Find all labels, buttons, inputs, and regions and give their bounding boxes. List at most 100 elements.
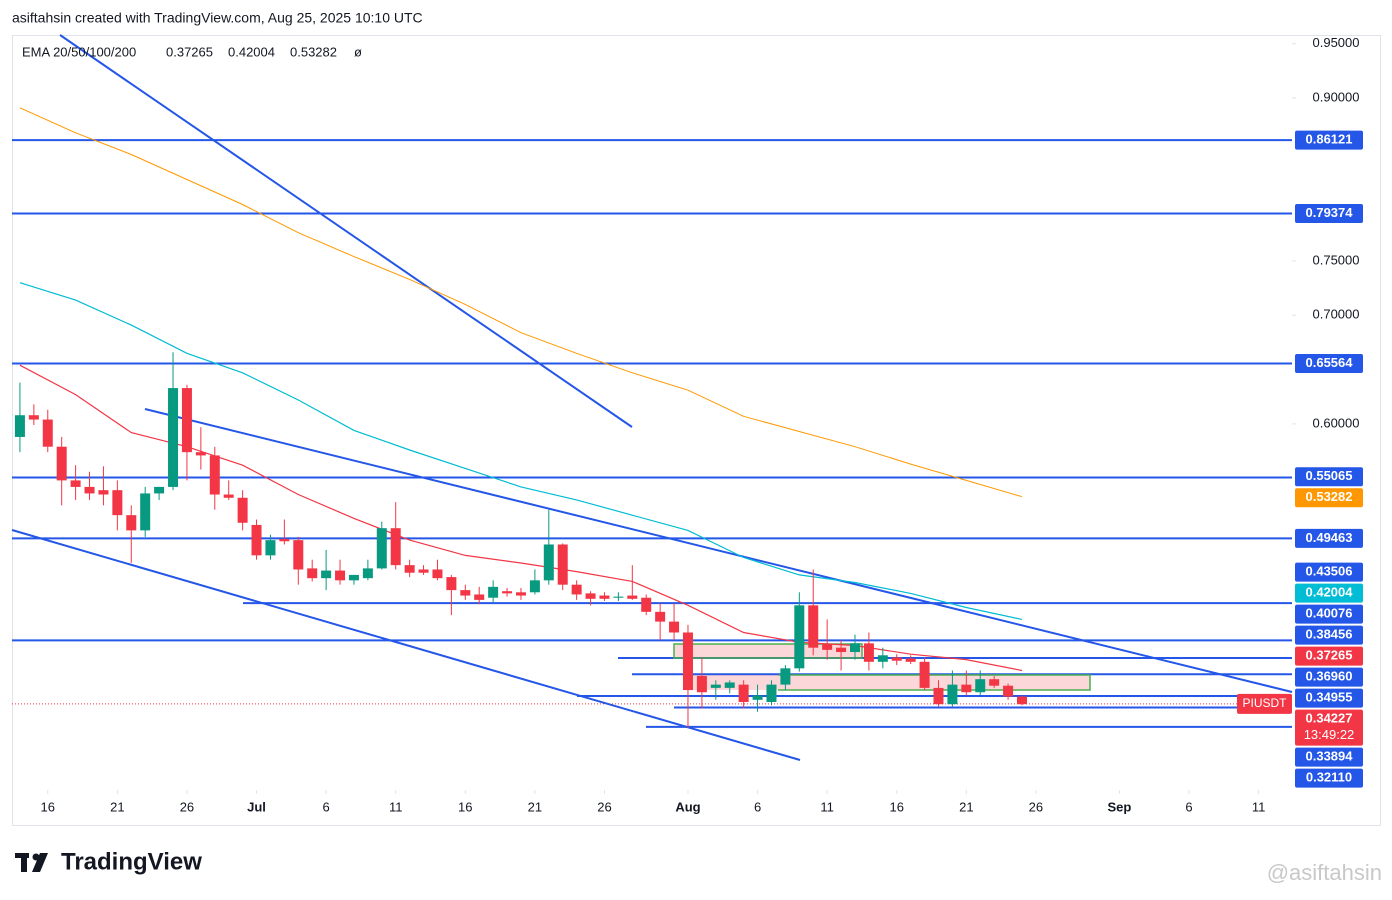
- x-tick-label: 21: [959, 799, 973, 814]
- candle-body: [585, 593, 596, 599]
- candle-body: [404, 565, 415, 573]
- trend-line: [59, 34, 633, 428]
- price-tag-label: 0.33894: [1306, 749, 1354, 764]
- y-tick-label: 0.95000: [1313, 35, 1360, 50]
- x-tick-label: 6: [323, 799, 330, 814]
- candle-body: [627, 595, 638, 599]
- x-tick-label: Sep: [1108, 799, 1132, 814]
- candle-body: [989, 679, 1000, 686]
- price-tag: [1295, 353, 1363, 373]
- price-tag: [1295, 688, 1363, 708]
- candle-body: [56, 446, 67, 481]
- candle-body: [961, 684, 972, 693]
- candle-body: [14, 415, 25, 437]
- candle-body: [947, 684, 958, 705]
- candle-body: [571, 584, 582, 595]
- indicator-label: EMA 20/50/100/200: [22, 44, 136, 59]
- candle-body: [905, 658, 916, 662]
- x-tick-label: 26: [1029, 799, 1043, 814]
- x-tick-label: 16: [890, 799, 904, 814]
- price-tag-label: 0.40076: [1306, 606, 1353, 621]
- candle-body: [168, 388, 179, 487]
- candle-body: [975, 679, 986, 693]
- price-tag: [1295, 667, 1363, 687]
- x-tick-label: 11: [389, 799, 403, 814]
- x-tick-label: Jul: [247, 799, 266, 814]
- candle-body: [502, 591, 513, 594]
- x-tick-label: 16: [41, 799, 55, 814]
- candle-body: [28, 415, 39, 420]
- candle-body: [335, 570, 346, 581]
- candle-body: [293, 540, 304, 570]
- y-tick-label: 0.70000: [1313, 307, 1360, 322]
- price-tag: [1295, 488, 1363, 508]
- candle-body: [933, 687, 944, 705]
- candle-body: [1016, 696, 1027, 705]
- candle-body: [237, 497, 248, 523]
- price-tag-label: 0.86121: [1306, 132, 1353, 147]
- pane-border: [12, 35, 1381, 826]
- price-tag-label: 0.65564: [1306, 355, 1354, 370]
- price-tag-label: 0.42004: [1306, 585, 1354, 600]
- candle-body: [195, 452, 206, 456]
- x-tick-label: 11: [1252, 799, 1266, 814]
- candle-body: [348, 574, 359, 581]
- y-tick-label: 0.90000: [1313, 89, 1360, 104]
- candle-body: [1003, 685, 1014, 697]
- candle-body: [98, 490, 109, 495]
- candle-body: [251, 524, 262, 556]
- candle-body: [877, 655, 888, 662]
- price-tag-label: 0.43506: [1306, 564, 1353, 579]
- candle-body: [891, 657, 902, 661]
- candle-body: [863, 643, 874, 662]
- candle-body: [42, 419, 53, 447]
- price-tag-label: 0.53282: [1306, 489, 1353, 504]
- candle-body: [209, 455, 220, 495]
- zone: [690, 675, 1090, 690]
- candle-body: [432, 569, 443, 579]
- candle-body: [822, 644, 833, 650]
- axes: 0.95000 0.90000 0.75000 0.70000 0.60000 16 21 2…: [41, 35, 1363, 814]
- candle-body: [307, 568, 318, 579]
- price-tag: [1295, 528, 1363, 548]
- logo-mark: [32, 853, 48, 872]
- candle-body: [474, 594, 485, 600]
- price-tag-label: 0.79374: [1306, 205, 1354, 220]
- candle-body: [515, 592, 526, 596]
- x-tick-label: 16: [458, 799, 472, 814]
- candle-body: [641, 597, 652, 612]
- candle-body: [488, 586, 499, 598]
- candle-body: [279, 539, 290, 542]
- candle-body: [181, 388, 192, 453]
- candle-body: [529, 580, 540, 593]
- candle-body: [390, 528, 401, 566]
- candle-body: [265, 540, 276, 556]
- candle-body: [543, 544, 554, 581]
- price-tag-label: 0.49463: [1306, 530, 1353, 545]
- price-tag: [1295, 604, 1363, 624]
- candle-body: [362, 568, 373, 579]
- ema-line: [19, 107, 1023, 498]
- x-tick-label: 21: [528, 799, 542, 814]
- candle-body: [710, 684, 721, 688]
- price-tag: [1295, 625, 1363, 645]
- candle-body: [557, 544, 568, 585]
- watermark: @asiftahsin: [1267, 860, 1382, 885]
- candle-body: [112, 490, 123, 516]
- indicator-empty: ø: [354, 44, 362, 59]
- symbol-tag: [1237, 693, 1292, 714]
- indicator-value: 0.53282: [290, 44, 337, 59]
- candle-body: [752, 695, 763, 700]
- price-tag: [1295, 709, 1363, 746]
- candle-body: [70, 480, 81, 487]
- ema-line: [19, 282, 1023, 620]
- price-tag: [1295, 562, 1363, 582]
- x-tick-label: 26: [180, 799, 194, 814]
- candle-body: [794, 605, 805, 669]
- candle-body: [84, 486, 95, 494]
- x-tick-label: Aug: [675, 799, 700, 814]
- candle-body: [669, 621, 680, 633]
- countdown-label: 13:49:22: [1304, 727, 1355, 742]
